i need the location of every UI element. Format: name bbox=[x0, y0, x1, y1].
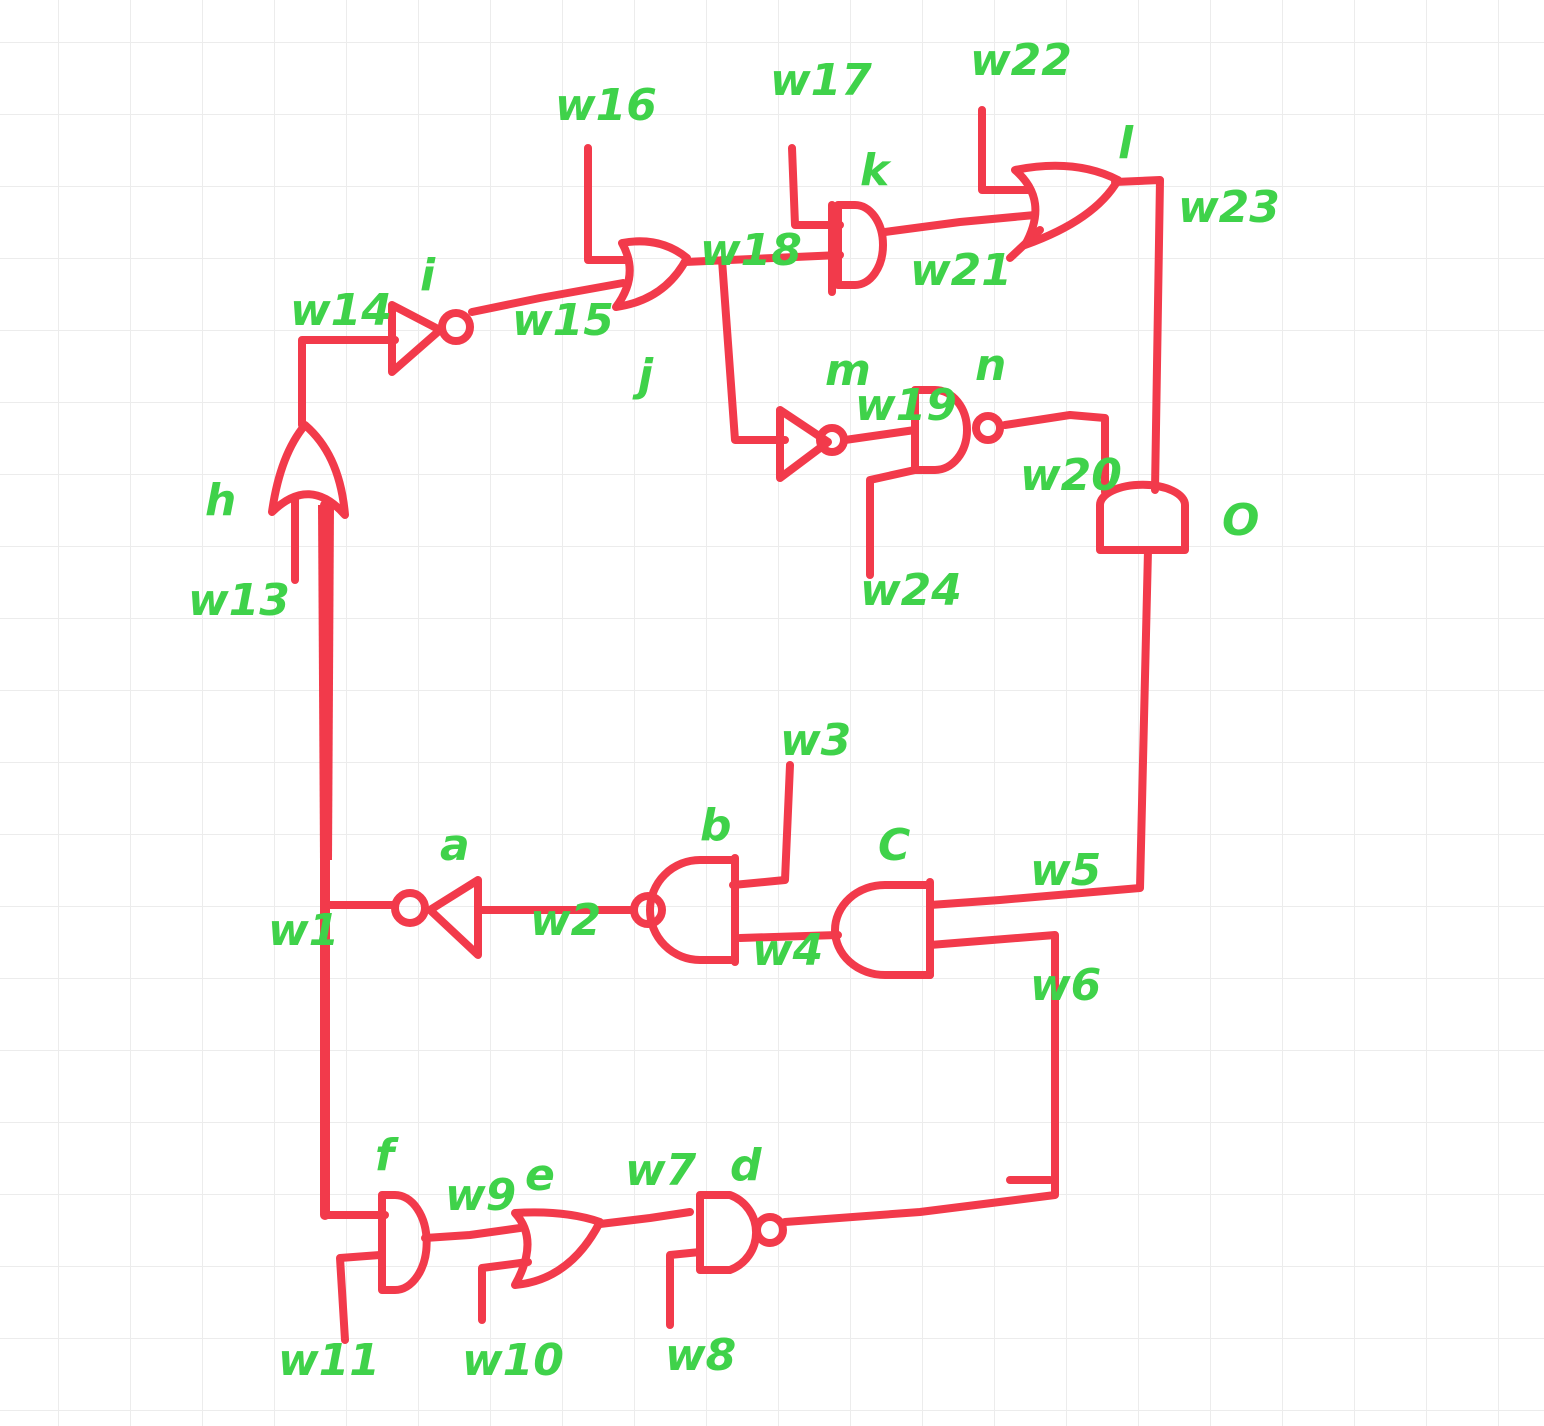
gate-n bbox=[911, 386, 1004, 474]
gate-label-h: h bbox=[205, 475, 236, 526]
gate-label-a: a bbox=[440, 820, 470, 871]
wire-w14 bbox=[298, 336, 399, 429]
wire-w17 bbox=[788, 144, 844, 229]
wire-w16 bbox=[584, 144, 632, 264]
gate-a bbox=[391, 876, 482, 959]
wire-w23 bbox=[1111, 176, 1164, 494]
wire-label-w1: w1 bbox=[268, 905, 339, 956]
gate-e bbox=[511, 1208, 604, 1289]
wire-label-w10: w10 bbox=[462, 1335, 564, 1386]
wire-label-w21: w21 bbox=[910, 245, 1012, 296]
wire-w19 bbox=[841, 426, 919, 444]
gate-label-f: f bbox=[375, 1130, 399, 1181]
wires bbox=[291, 106, 1164, 1344]
gate-label-k: k bbox=[860, 145, 892, 196]
wire-w18 bbox=[681, 251, 844, 266]
wire-label-w15: w15 bbox=[512, 295, 614, 346]
gate-label-l: l bbox=[1118, 118, 1134, 169]
gate-i bbox=[388, 301, 474, 376]
wire-label-w20: w20 bbox=[1020, 450, 1122, 501]
gate-k bbox=[828, 201, 887, 296]
gate-label-m: m bbox=[825, 345, 871, 396]
wire-labels: w1 w2 w3 w4 w5 w6 w7 w8 w9 w10 w11 w13 w… bbox=[188, 35, 1280, 1386]
gate-o bbox=[1096, 480, 1189, 554]
gate-d bbox=[696, 1191, 787, 1274]
wire-label-w13: w13 bbox=[188, 575, 290, 626]
wire-label-w5: w5 bbox=[1030, 845, 1101, 896]
gate-labels: a b C d e f h i j k l m n O bbox=[205, 118, 1259, 1201]
wire-w7 bbox=[596, 1208, 694, 1228]
wire-label-w18: w18 bbox=[700, 225, 802, 276]
gate-label-o: O bbox=[1222, 495, 1259, 546]
wire-label-w6: w6 bbox=[1030, 960, 1101, 1011]
gate-b bbox=[630, 854, 739, 966]
gate-m bbox=[776, 406, 848, 482]
wire-label-w16: w16 bbox=[555, 80, 657, 131]
gate-label-d: d bbox=[730, 1140, 762, 1191]
wire-w6 bbox=[781, 931, 1059, 1226]
wire-w20 bbox=[1001, 411, 1109, 496]
gates bbox=[268, 161, 1189, 1294]
wire-w8 bbox=[666, 1248, 704, 1329]
wire-label-w19: w19 bbox=[855, 380, 957, 431]
gate-label-j: j bbox=[632, 350, 654, 401]
wire-label-w24: w24 bbox=[860, 565, 962, 616]
wire-w24 bbox=[866, 466, 919, 579]
wire-w3 bbox=[729, 761, 794, 889]
gate-label-n: n bbox=[975, 340, 1006, 391]
wire-label-w8: w8 bbox=[665, 1330, 736, 1381]
gate-label-c: C bbox=[878, 820, 910, 871]
gate-j bbox=[612, 237, 691, 311]
gate-h bbox=[268, 421, 349, 519]
wire-w4 bbox=[736, 931, 842, 942]
wire-label-w3: w3 bbox=[780, 715, 851, 766]
wire-label-w14: w14 bbox=[290, 285, 392, 336]
gate-l bbox=[1011, 161, 1122, 249]
wire-label-w7: w7 bbox=[625, 1145, 697, 1196]
wire-w5 bbox=[926, 546, 1152, 909]
wire-w18-branch bbox=[718, 256, 789, 444]
wire-label-w9: w9 bbox=[445, 1170, 516, 1221]
wire-w9 bbox=[421, 1224, 524, 1242]
wire-w15 bbox=[468, 279, 627, 316]
wire-label-w4: w4 bbox=[752, 925, 823, 976]
wire-label-w11: w11 bbox=[278, 1335, 380, 1386]
wire-w1-thick bbox=[318, 505, 334, 860]
gate-label-e: e bbox=[525, 1150, 555, 1201]
wire-w11 bbox=[336, 1251, 384, 1344]
gate-f bbox=[378, 1191, 431, 1294]
gate-label-b: b bbox=[700, 800, 732, 851]
wire-w10 bbox=[478, 1258, 532, 1324]
wire-w22 bbox=[978, 106, 1034, 194]
wire-w21 bbox=[881, 211, 1039, 236]
gate-c bbox=[831, 878, 934, 979]
wire-label-w2: w2 bbox=[530, 895, 601, 946]
wire-label-w22: w22 bbox=[970, 35, 1072, 86]
wire-label-w17: w17 bbox=[770, 55, 872, 106]
gate-label-i: i bbox=[420, 250, 436, 301]
wire-label-w23: w23 bbox=[1178, 182, 1280, 233]
